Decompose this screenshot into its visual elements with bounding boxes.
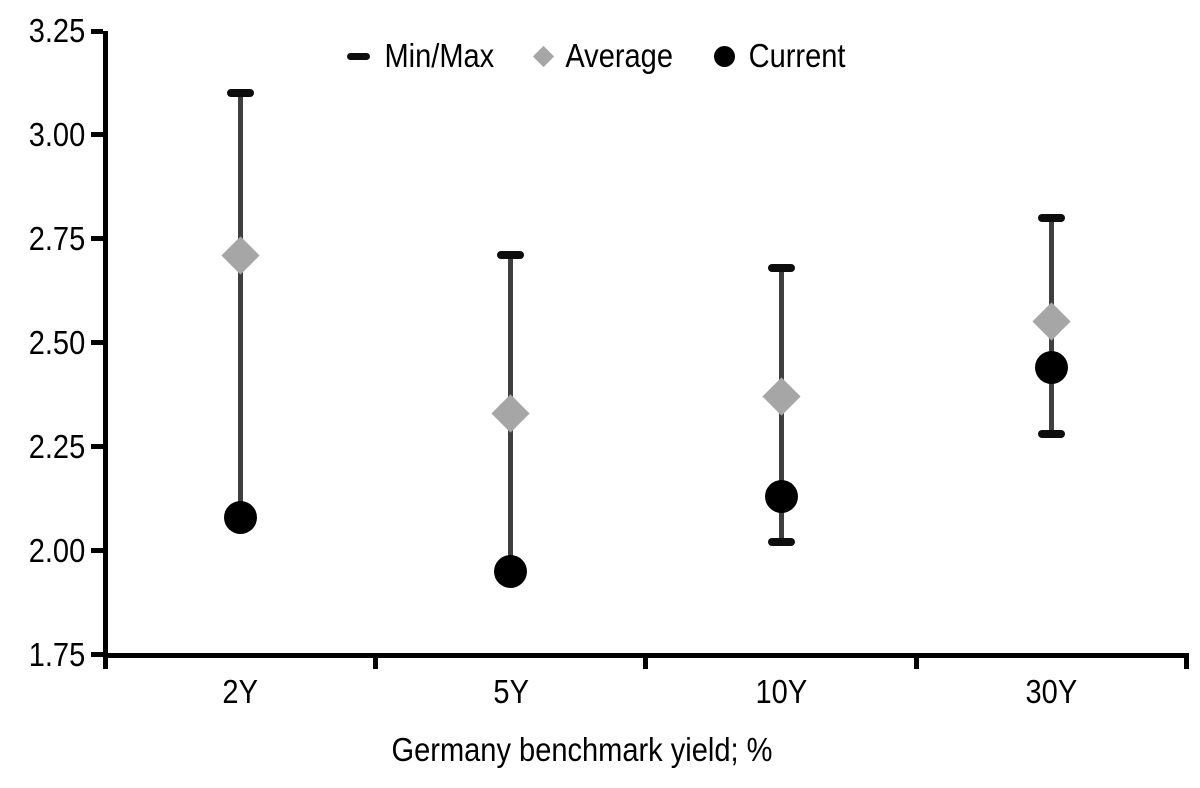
current-marker (224, 500, 258, 534)
y-tick-label: 2.00 (0, 532, 85, 570)
y-tick (91, 652, 103, 657)
y-tick-label-text: 1.75 (28, 635, 85, 673)
max-cap (1037, 214, 1065, 223)
y-tick (91, 548, 103, 554)
x-tick-label-text: 10Y (755, 673, 807, 710)
min-cap (1037, 430, 1065, 439)
average-marker (491, 394, 530, 433)
y-tick-label-text: 2.25 (28, 427, 85, 465)
y-tick (91, 236, 103, 242)
y-tick-label: 2.25 (0, 428, 85, 466)
x-axis-title: Germany benchmark yield; % (366, 733, 799, 767)
x-tick-label: 5Y (451, 673, 571, 711)
y-tick (91, 132, 103, 138)
range-line (238, 93, 244, 518)
legend-item-label: Average (565, 37, 674, 74)
average-marker (761, 377, 801, 416)
legend-item: Current (714, 37, 852, 75)
x-tick-label: 10Y (721, 673, 841, 711)
y-tick (91, 340, 103, 346)
legend-item-label: Min/Max (384, 37, 495, 74)
legend-dash-icon (347, 52, 371, 60)
average-marker (1032, 302, 1071, 342)
x-axis-title-text: Germany benchmark yield; % (391, 731, 773, 768)
x-tick-label-text: 2Y (222, 673, 259, 710)
y-tick-label-text: 2.00 (28, 531, 85, 569)
x-tick (373, 653, 379, 669)
average-marker (221, 236, 260, 275)
y-tick-label: 3.00 (0, 116, 85, 154)
legend-item-label: Current (749, 37, 846, 74)
y-tick (91, 444, 103, 450)
current-marker (764, 480, 798, 514)
y-axis-line (103, 31, 108, 658)
y-tick-label-text: 3.25 (28, 12, 85, 49)
x-tick (103, 653, 108, 669)
y-tick-label: 1.75 (0, 636, 85, 674)
y-tick-label-text: 3.00 (28, 115, 85, 153)
y-tick-label: 2.75 (0, 220, 85, 258)
x-tick (913, 653, 919, 669)
x-tick (1183, 653, 1189, 669)
min-cap (767, 538, 795, 547)
max-cap (497, 251, 525, 260)
legend-item: Average (533, 37, 680, 75)
y-tick-label: 2.50 (0, 324, 85, 362)
y-tick-label-text: 2.50 (28, 323, 85, 361)
max-cap (767, 263, 795, 272)
legend-diamond-icon (533, 45, 555, 67)
legend: Min/Max Average Current (0, 36, 1200, 76)
current-marker (494, 554, 528, 588)
y-tick-label: 3.25 (0, 12, 85, 50)
legend-circle-icon (714, 45, 736, 67)
x-tick-label: 2Y (181, 673, 301, 711)
x-tick-label-text: 30Y (1025, 673, 1078, 710)
x-tick (643, 653, 649, 669)
y-tick (91, 28, 103, 34)
current-marker (1034, 351, 1068, 385)
max-cap (227, 89, 255, 98)
legend-item: Min/Max (347, 37, 502, 75)
x-tick-label-text: 5Y (493, 673, 529, 710)
x-tick-label: 30Y (991, 673, 1111, 711)
y-tick-label-text: 2.75 (28, 219, 85, 257)
